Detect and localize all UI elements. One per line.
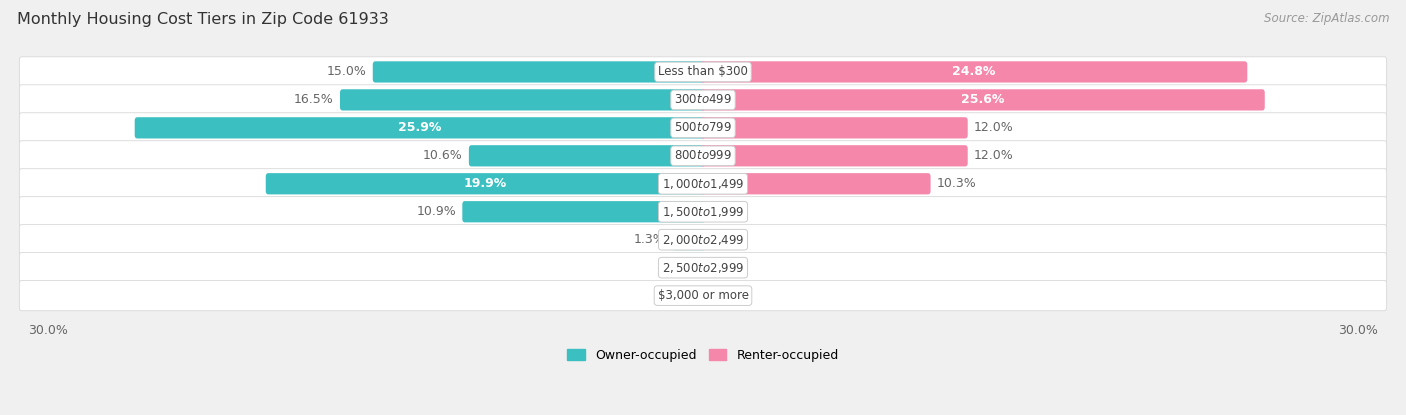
- FancyBboxPatch shape: [463, 201, 706, 222]
- Text: $3,000 or more: $3,000 or more: [658, 289, 748, 302]
- FancyBboxPatch shape: [700, 173, 931, 194]
- Text: 0.0%: 0.0%: [662, 289, 695, 302]
- FancyBboxPatch shape: [266, 173, 706, 194]
- Text: $800 to $999: $800 to $999: [673, 149, 733, 162]
- FancyBboxPatch shape: [20, 225, 1386, 255]
- FancyBboxPatch shape: [700, 145, 967, 166]
- Text: Monthly Housing Cost Tiers in Zip Code 61933: Monthly Housing Cost Tiers in Zip Code 6…: [17, 12, 388, 27]
- Text: 0.0%: 0.0%: [662, 261, 695, 274]
- Text: 10.6%: 10.6%: [423, 149, 463, 162]
- FancyBboxPatch shape: [672, 229, 706, 250]
- FancyBboxPatch shape: [373, 61, 706, 83]
- Text: 0.0%: 0.0%: [711, 289, 744, 302]
- Text: $2,000 to $2,499: $2,000 to $2,499: [662, 233, 744, 247]
- FancyBboxPatch shape: [135, 117, 706, 139]
- Text: 0.0%: 0.0%: [711, 261, 744, 274]
- Text: 25.6%: 25.6%: [960, 93, 1004, 106]
- FancyBboxPatch shape: [20, 253, 1386, 283]
- FancyBboxPatch shape: [468, 145, 706, 166]
- FancyBboxPatch shape: [20, 85, 1386, 115]
- FancyBboxPatch shape: [20, 113, 1386, 143]
- Text: 10.3%: 10.3%: [936, 177, 976, 190]
- Text: 0.0%: 0.0%: [711, 205, 744, 218]
- Text: 15.0%: 15.0%: [326, 66, 367, 78]
- Text: $2,500 to $2,999: $2,500 to $2,999: [662, 261, 744, 275]
- FancyBboxPatch shape: [700, 61, 1247, 83]
- FancyBboxPatch shape: [340, 89, 706, 110]
- FancyBboxPatch shape: [20, 197, 1386, 227]
- Text: $1,000 to $1,499: $1,000 to $1,499: [662, 177, 744, 191]
- FancyBboxPatch shape: [20, 57, 1386, 87]
- Text: 19.9%: 19.9%: [464, 177, 508, 190]
- FancyBboxPatch shape: [20, 281, 1386, 311]
- Text: 24.8%: 24.8%: [952, 66, 995, 78]
- Text: 12.0%: 12.0%: [974, 121, 1014, 134]
- FancyBboxPatch shape: [700, 117, 967, 139]
- FancyBboxPatch shape: [700, 89, 1265, 110]
- Text: 0.0%: 0.0%: [711, 233, 744, 246]
- FancyBboxPatch shape: [20, 141, 1386, 171]
- Text: $300 to $499: $300 to $499: [673, 93, 733, 106]
- Text: 25.9%: 25.9%: [398, 121, 441, 134]
- Text: 16.5%: 16.5%: [294, 93, 333, 106]
- Text: Less than $300: Less than $300: [658, 66, 748, 78]
- Text: 10.9%: 10.9%: [416, 205, 456, 218]
- Text: Source: ZipAtlas.com: Source: ZipAtlas.com: [1264, 12, 1389, 25]
- FancyBboxPatch shape: [20, 168, 1386, 199]
- Text: 12.0%: 12.0%: [974, 149, 1014, 162]
- Text: $500 to $799: $500 to $799: [673, 121, 733, 134]
- Legend: Owner-occupied, Renter-occupied: Owner-occupied, Renter-occupied: [562, 344, 844, 367]
- Text: $1,500 to $1,999: $1,500 to $1,999: [662, 205, 744, 219]
- Text: 1.3%: 1.3%: [634, 233, 666, 246]
